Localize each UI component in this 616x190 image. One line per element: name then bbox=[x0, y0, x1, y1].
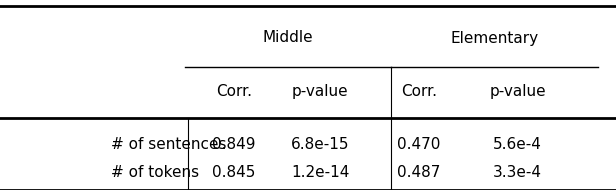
Text: # of tokens: # of tokens bbox=[111, 165, 199, 180]
Text: Corr.: Corr. bbox=[401, 84, 437, 99]
Text: 0.849: 0.849 bbox=[213, 137, 256, 152]
Text: Corr.: Corr. bbox=[216, 84, 252, 99]
Text: p-value: p-value bbox=[292, 84, 349, 99]
Text: Middle: Middle bbox=[262, 31, 314, 45]
Text: # of sentences: # of sentences bbox=[111, 137, 227, 152]
Text: 0.845: 0.845 bbox=[213, 165, 256, 180]
Text: 1.2e-14: 1.2e-14 bbox=[291, 165, 349, 180]
Text: 6.8e-15: 6.8e-15 bbox=[291, 137, 349, 152]
Text: 0.470: 0.470 bbox=[397, 137, 440, 152]
Text: 5.6e-4: 5.6e-4 bbox=[493, 137, 542, 152]
Text: 0.487: 0.487 bbox=[397, 165, 440, 180]
Text: p-value: p-value bbox=[489, 84, 546, 99]
Text: Elementary: Elementary bbox=[450, 31, 538, 45]
Text: 3.3e-4: 3.3e-4 bbox=[493, 165, 542, 180]
